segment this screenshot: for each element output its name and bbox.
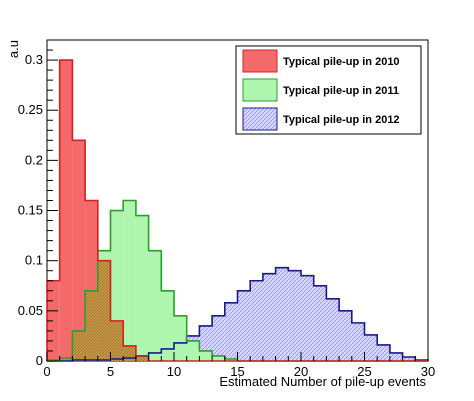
bar-2012-bin-20 <box>301 275 314 361</box>
y-tick-label: 0.25 <box>18 102 43 117</box>
bar-2011-bin-13 <box>212 355 225 361</box>
bar-2011-bin-7 <box>135 215 149 361</box>
legend-swatch-2011 <box>242 78 278 102</box>
bar-2011-bin-9 <box>161 290 174 361</box>
bar-2012-bin-28 <box>402 356 416 361</box>
bar-2011-bin-10 <box>174 315 187 361</box>
legend-swatch-2012 <box>242 107 278 131</box>
overlap-bin-7 <box>135 355 149 361</box>
x-tick-label: 0 <box>43 364 50 379</box>
y-tick-label: 0.2 <box>25 152 43 167</box>
x-tick-label: 20 <box>294 364 308 379</box>
axes-group: 0 5 10 15 20 25 30 0 0.05 0.1 0.15 0.2 0.25 0.3 <box>18 49 435 379</box>
overlap-bin-4 <box>97 260 111 361</box>
bar-2012-bin-26 <box>377 344 390 361</box>
series-outlines <box>46 59 429 362</box>
x-axis-title: Estimated Number of pile-up events <box>219 374 426 389</box>
bar-2011-bin-14 <box>224 358 238 361</box>
bar-2012-bin-13 <box>212 315 225 361</box>
bar-2012-bin-22 <box>326 298 340 361</box>
y-tick-label: 0.05 <box>18 303 43 318</box>
bar-2011-bin-6 <box>123 200 136 361</box>
overlap-bin-5 <box>110 320 124 361</box>
legend-label-2010: Typical pile-up in 2010 <box>283 56 400 68</box>
y-axis-title: a.u <box>6 40 21 58</box>
x-tick-label: 10 <box>167 364 181 379</box>
bar-2012-bin-18 <box>275 267 289 361</box>
bar-2010-bin-1 <box>59 60 73 361</box>
x-tick-label: 5 <box>107 364 114 379</box>
legend-label-2012: Typical pile-up in 2012 <box>283 114 400 126</box>
y-tick-label: 0.1 <box>25 253 43 268</box>
y-tick-label: 0 <box>36 353 43 368</box>
outline-2012 <box>47 266 429 362</box>
x-tick-label: 15 <box>230 364 244 379</box>
bar-2010-bin-2 <box>72 140 86 361</box>
bar-2012-bin-14 <box>224 302 238 361</box>
bar-2012-bin-19 <box>288 270 301 361</box>
bar-2011-bin-8 <box>148 250 162 361</box>
bar-2012-bin-24 <box>351 322 365 361</box>
legend-swatch-2010 <box>242 49 278 73</box>
bar-2012-bin-15 <box>237 290 251 361</box>
legend-label-2011: Typical pile-up in 2011 <box>283 85 399 97</box>
x-tick-label: 30 <box>421 364 435 379</box>
overlap-bin-2 <box>72 330 86 361</box>
y-tick-label: 0.15 <box>18 203 43 218</box>
overlap-bin-1 <box>59 357 73 361</box>
bar-2011-bin-11 <box>186 340 200 361</box>
bar-2012-bin-27 <box>389 352 403 361</box>
bar-2012-bin-23 <box>339 310 352 361</box>
outline-2010 <box>46 59 428 362</box>
bar-2012-bin-17 <box>262 273 276 361</box>
bar-2012-bin-16 <box>250 280 263 361</box>
bar-2012-bin-21 <box>313 285 327 361</box>
bar-2011-bin-12 <box>199 350 213 361</box>
x-tick-label: 25 <box>357 364 371 379</box>
legend: Typical pile-up in 2010 Typical pile-up … <box>235 45 422 135</box>
bar-2012-bin-25 <box>364 334 378 361</box>
overlap-bin-3 <box>85 290 98 361</box>
y-tick-label: 0.3 <box>25 52 43 67</box>
